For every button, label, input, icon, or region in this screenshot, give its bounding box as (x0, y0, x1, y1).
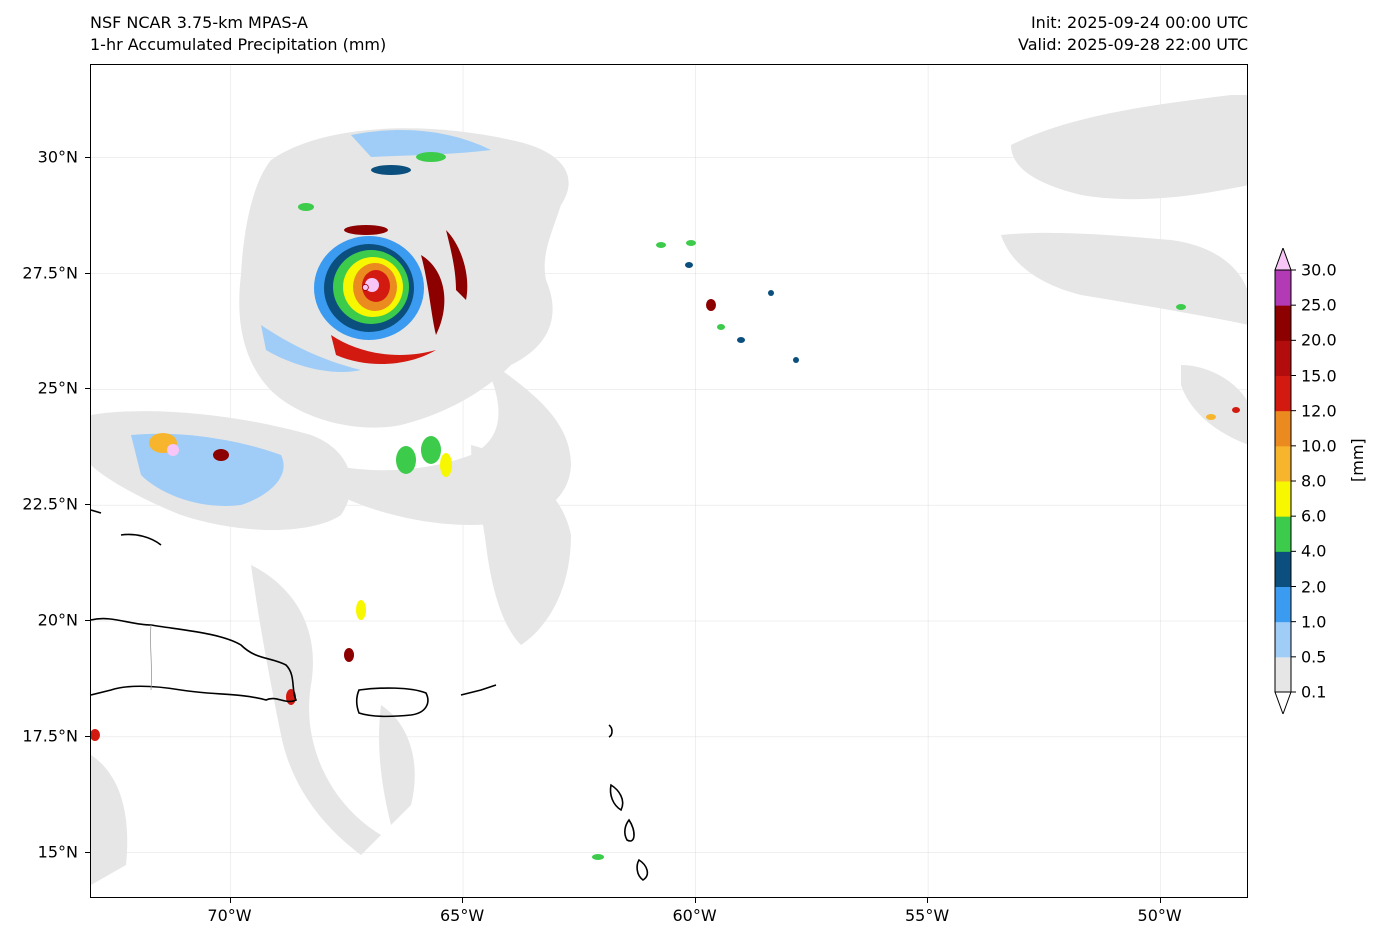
colorbar-segment (1275, 516, 1291, 552)
colorbar-tick-label: 25.0 (1301, 295, 1337, 315)
colorbar-tick-label: 15.0 (1301, 366, 1337, 385)
header-right: Init: 2025-09-24 00:00 UTC Valid: 2025-0… (1018, 12, 1248, 56)
colorbar-tick-label: 4.0 (1301, 541, 1327, 561)
y-tick-mark (85, 851, 90, 853)
header-left: NSF NCAR 3.75-km MPAS-A 1-hr Accumulated… (90, 12, 386, 56)
x-tick-mark (927, 898, 929, 903)
y-tick-mark (85, 620, 90, 621)
x-tick-label: 60°W (672, 906, 717, 925)
lesser-antilles-1 (608, 724, 613, 738)
colorbar-tick-label: 0.1 (1301, 682, 1327, 702)
y-tick-mark (85, 504, 90, 506)
colorbar-segment (1275, 656, 1291, 693)
band-hispaniola (251, 565, 381, 855)
light-precip-layer (91, 95, 1247, 885)
colorbar-segment (1275, 305, 1291, 341)
band-west-edge (91, 755, 128, 885)
colorbar-segment (1275, 270, 1291, 306)
colorbar-tick-label: 1.0 (1301, 612, 1327, 632)
colorbar-segment (1275, 551, 1291, 587)
init-time: Init: 2025-09-24 00:00 UTC (1030, 13, 1248, 32)
colorbar-segment (1275, 375, 1291, 412)
colorbar-segment (1275, 481, 1291, 517)
hurricane-core (314, 230, 468, 365)
y-tick-mark (85, 735, 90, 737)
turks-caicos (120, 533, 162, 546)
y-tick-mark (85, 388, 90, 390)
band-east (471, 445, 571, 645)
x-tick-mark (1159, 898, 1161, 903)
x-tick-mark (229, 898, 231, 903)
colorbar-segment (1275, 445, 1291, 482)
colorbar-segment (1275, 410, 1291, 447)
hispaniola-coast (91, 617, 298, 703)
band-puertorico-east (379, 705, 415, 825)
colorbar-segment (1275, 586, 1291, 623)
colorbar-tick-label: 0.5 (1301, 647, 1327, 667)
y-tick-label: 20°N (37, 610, 78, 630)
x-tick-label: 70°W (207, 906, 252, 925)
colorbar-tick-label: 20.0 (1301, 330, 1337, 350)
x-tick-label: 55°W (905, 906, 950, 925)
y-tick-label: 15°N (37, 842, 78, 862)
y-tick-label: 22.5°N (22, 494, 78, 514)
colorbar-tick-label: 10.0 (1301, 436, 1337, 456)
lesser-antilles-3 (624, 818, 635, 842)
y-tick-label: 25°N (37, 378, 78, 398)
colorbar (1274, 248, 1296, 714)
colorbar-tick-label: 6.0 (1301, 506, 1327, 526)
colorbar-segment (1275, 340, 1291, 376)
bahamas-edge (91, 509, 102, 514)
convective-cells (91, 152, 1240, 860)
y-tick-label: 27.5°N (22, 263, 78, 282)
band-east-scatter (1181, 365, 1247, 445)
outer-ring-blue (351, 130, 491, 157)
storm-eye-marker (361, 283, 369, 291)
x-tick-label: 50°W (1137, 906, 1182, 925)
model-title: NSF NCAR 3.75-km MPAS-A (90, 13, 308, 32)
map-canvas (91, 65, 1247, 897)
coastlines (91, 509, 649, 881)
colorbar-extend-over (1274, 248, 1292, 271)
band-northeast (1011, 95, 1247, 200)
colorbar-segments (1274, 248, 1296, 714)
field-title: 1-hr Accumulated Precipitation (mm) (90, 35, 387, 54)
valid-time: Valid: 2025-09-28 22:00 UTC (1017, 35, 1248, 54)
lesser-antilles-2 (609, 783, 624, 812)
colorbar-unit: [mm] (1348, 438, 1367, 482)
y-tick-label: 17.5°N (22, 726, 78, 746)
colorbar-tick-label: 12.0 (1301, 401, 1337, 421)
colorbar-tick-label: 2.0 (1301, 577, 1327, 596)
hispaniola-border (150, 624, 152, 691)
virgin-islands (460, 684, 497, 696)
puerto-rico-coast (355, 687, 429, 718)
x-tick-label: 65°W (439, 906, 485, 925)
colorbar-tick-label: 8.0 (1301, 471, 1327, 491)
band-east-mid (1001, 232, 1247, 325)
x-tick-mark (462, 898, 464, 903)
y-tick-mark (85, 272, 90, 274)
y-tick-mark (85, 156, 90, 158)
colorbar-tick-label: 30.0 (1301, 260, 1337, 280)
colorbar-segment (1275, 621, 1291, 658)
colorbar-extend-under (1274, 691, 1292, 714)
precip-map (90, 64, 1248, 898)
ring-southwest-blue (261, 325, 361, 373)
y-tick-label: 30°N (37, 147, 78, 167)
lesser-antilles-4 (636, 858, 649, 881)
x-tick-mark (694, 898, 696, 903)
